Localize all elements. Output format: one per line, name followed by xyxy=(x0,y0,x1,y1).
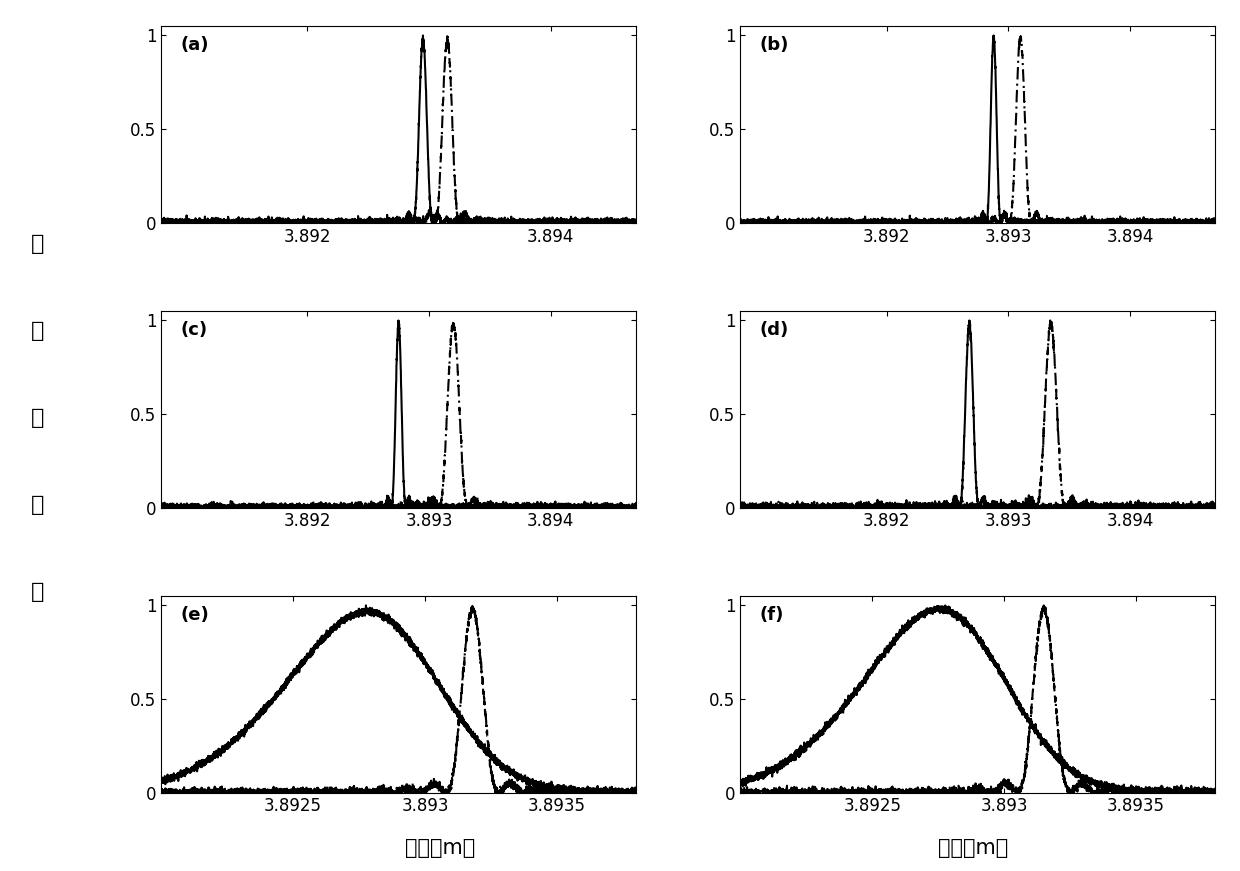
Text: 距离（m）: 距离（m） xyxy=(939,838,1008,858)
Text: (f): (f) xyxy=(759,606,784,624)
Text: (e): (e) xyxy=(180,606,210,624)
Text: 一: 一 xyxy=(31,321,43,341)
Text: (c): (c) xyxy=(180,321,207,339)
Text: 化: 化 xyxy=(31,408,43,428)
Text: 距离（m）: 距离（m） xyxy=(405,838,475,858)
Text: 振: 振 xyxy=(31,496,43,515)
Text: (b): (b) xyxy=(759,36,789,54)
Text: (d): (d) xyxy=(759,321,789,339)
Text: 归: 归 xyxy=(31,234,43,253)
Text: 幅: 幅 xyxy=(31,583,43,602)
Text: (a): (a) xyxy=(180,36,208,54)
